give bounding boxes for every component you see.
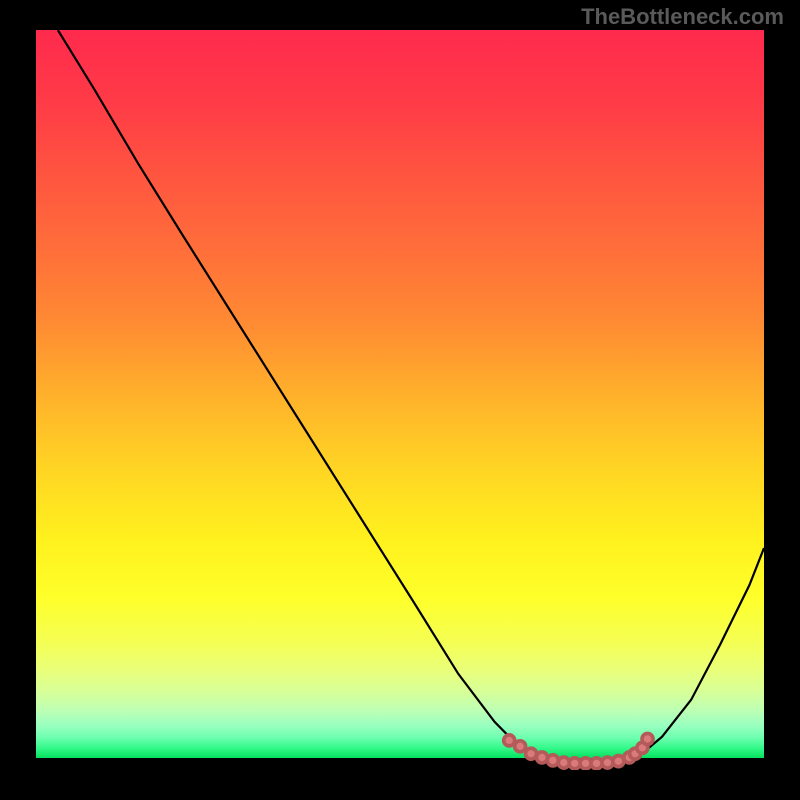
scatter-point xyxy=(504,735,515,746)
watermark-text: TheBottleneck.com xyxy=(581,4,784,30)
scatter-point xyxy=(515,741,526,752)
curve-group xyxy=(58,30,764,763)
scatter-group xyxy=(504,733,653,768)
bottleneck-curve xyxy=(58,30,764,763)
chart-svg xyxy=(36,30,764,770)
scatter-point xyxy=(642,733,653,744)
plot-area xyxy=(36,30,764,770)
